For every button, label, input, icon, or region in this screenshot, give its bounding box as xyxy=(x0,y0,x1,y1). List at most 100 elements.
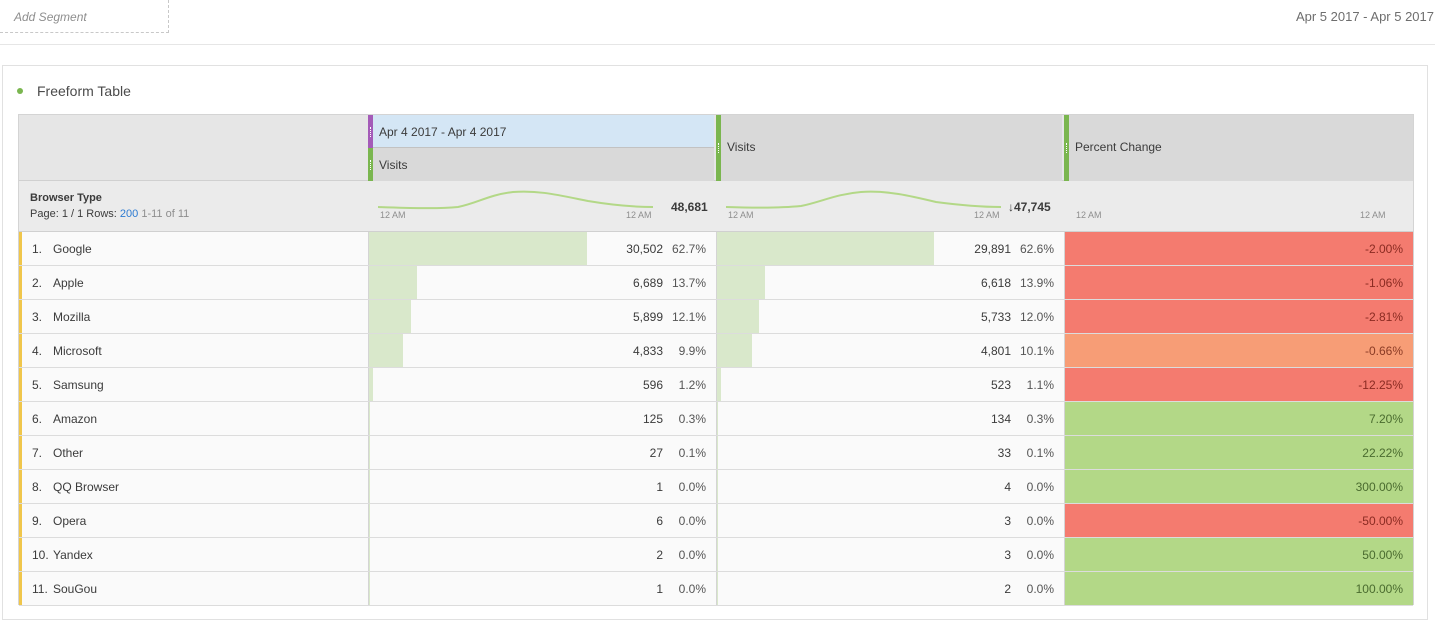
metric-cell-1[interactable]: 30,502 62.7% xyxy=(368,232,715,265)
metric-cell-2[interactable]: 5,733 12.0% xyxy=(716,300,1063,333)
dimension-item-name[interactable]: Other xyxy=(53,446,84,460)
metric-column-header-visits-1[interactable]: Visits xyxy=(368,148,714,181)
metric-cell-2[interactable]: 2 0.0% xyxy=(716,572,1063,605)
metric-percent-2: 0.0% xyxy=(1026,480,1054,494)
metric-cell-1[interactable]: 27 0.1% xyxy=(368,436,715,469)
dimension-item-name[interactable]: Google xyxy=(53,242,92,256)
dimension-item-cell[interactable]: 6. Amazon xyxy=(19,402,367,435)
metric1-drag-handle-icon[interactable] xyxy=(368,148,373,181)
percent-change-cell[interactable]: 22.22% xyxy=(1064,436,1413,469)
table-row[interactable]: 4. Microsoft 4,833 9.9% 4,801 10.1% -0.66% xyxy=(19,334,1413,368)
panel-date-range[interactable]: Apr 5 2017 - Apr 5 2017 xyxy=(1295,9,1434,24)
dimension-item-cell[interactable]: 4. Microsoft xyxy=(19,334,367,367)
percent-change-cell[interactable]: -0.66% xyxy=(1064,334,1413,367)
date-range-column-header[interactable]: Apr 4 2017 - Apr 4 2017 xyxy=(368,115,714,148)
metric-cell-2[interactable]: 6,618 13.9% xyxy=(716,266,1063,299)
metric-cell-2[interactable]: 4,801 10.1% xyxy=(716,334,1063,367)
percent-change-cell[interactable]: -1.06% xyxy=(1064,266,1413,299)
add-segment-label: Add Segment xyxy=(14,10,87,24)
metric-percent-1: 12.1% xyxy=(671,310,706,324)
dimension-item-name[interactable]: Samsung xyxy=(53,378,104,392)
percent-change-cell[interactable]: 300.00% xyxy=(1064,470,1413,503)
metric-bar-2 xyxy=(717,334,753,367)
row-index: 4. xyxy=(32,344,43,358)
percent-change-cell[interactable]: 50.00% xyxy=(1064,538,1413,571)
table-row[interactable]: 6. Amazon 125 0.3% 134 0.3% 7.20% xyxy=(19,402,1413,436)
metric-cell-1[interactable]: 1 0.0% xyxy=(368,470,715,503)
metric-cell-2[interactable]: 33 0.1% xyxy=(716,436,1063,469)
percent-change-cell[interactable]: -2.81% xyxy=(1064,300,1413,333)
metric-percent-2: 0.0% xyxy=(1026,582,1054,596)
summary-total-metric-2-value: 47,745 xyxy=(1014,200,1051,214)
metric-column-header-percent-change[interactable]: Percent Change xyxy=(1064,115,1413,181)
dimension-item-cell[interactable]: 11. SouGou xyxy=(19,572,367,605)
metric-value-2: 5,733 xyxy=(980,310,1011,324)
dimension-item-cell[interactable]: 5. Samsung xyxy=(19,368,367,401)
table-row[interactable]: 10. Yandex 2 0.0% 3 0.0% 50.00% xyxy=(19,538,1413,572)
dimension-item-cell[interactable]: 10. Yandex xyxy=(19,538,367,571)
table-row[interactable]: 5. Samsung 596 1.2% 523 1.1% -12.25% xyxy=(19,368,1413,402)
table-header: Apr 4 2017 - Apr 4 2017 Visits Visits Pe… xyxy=(19,115,1413,181)
percent-change-cell[interactable]: -12.25% xyxy=(1064,368,1413,401)
metric-cell-1[interactable]: 596 1.2% xyxy=(368,368,715,401)
date-range-drag-handle-icon[interactable] xyxy=(368,115,373,148)
metric-cell-2[interactable]: 4 0.0% xyxy=(716,470,1063,503)
dimension-item-name[interactable]: SouGou xyxy=(53,582,98,596)
percent-change-cell[interactable]: -50.00% xyxy=(1064,504,1413,537)
percent-change-cell[interactable]: 7.20% xyxy=(1064,402,1413,435)
dimension-item-name[interactable]: Microsoft xyxy=(53,344,102,358)
metric-cell-2[interactable]: 29,891 62.6% xyxy=(716,232,1063,265)
metric-percent-1: 1.2% xyxy=(678,378,706,392)
metric-cell-1[interactable]: 4,833 9.9% xyxy=(368,334,715,367)
dimension-item-cell[interactable]: 2. Apple xyxy=(19,266,367,299)
percent-change-cell[interactable]: 100.00% xyxy=(1064,572,1413,605)
table-row[interactable]: 3. Mozilla 5,899 12.1% 5,733 12.0% -2.81% xyxy=(19,300,1413,334)
freeform-table: Apr 4 2017 - Apr 4 2017 Visits Visits Pe… xyxy=(18,114,1414,606)
dimension-item-cell[interactable]: 1. Google xyxy=(19,232,367,265)
dimension-item-name[interactable]: Amazon xyxy=(53,412,98,426)
dimension-name[interactable]: Browser Type xyxy=(30,192,102,204)
metric-cell-2[interactable]: 134 0.3% xyxy=(716,402,1063,435)
row-index: 11. xyxy=(32,582,48,596)
dimension-item-cell[interactable]: 8. QQ Browser xyxy=(19,470,367,503)
metric3-drag-handle-icon[interactable] xyxy=(1064,115,1069,181)
metric-cell-1[interactable]: 1 0.0% xyxy=(368,572,715,605)
metric-cell-1[interactable]: 125 0.3% xyxy=(368,402,715,435)
table-row[interactable]: 8. QQ Browser 1 0.0% 4 0.0% 300.00% xyxy=(19,470,1413,504)
dimension-item-name[interactable]: Apple xyxy=(53,276,84,290)
table-row[interactable]: 11. SouGou 1 0.0% 2 0.0% 100.00% xyxy=(19,572,1413,606)
summary-total-metric-1: 48,681 xyxy=(671,200,708,214)
metric-cell-2[interactable]: 523 1.1% xyxy=(716,368,1063,401)
row-index: 8. xyxy=(32,480,43,494)
metric-column-header-visits-2[interactable]: Visits xyxy=(716,115,1062,181)
dimension-item-name[interactable]: Mozilla xyxy=(53,310,91,324)
dimension-item-cell[interactable]: 3. Mozilla xyxy=(19,300,367,333)
metric-bar-1 xyxy=(369,334,404,367)
metric-value-2: 3 xyxy=(1004,548,1011,562)
table-row[interactable]: 9. Opera 6 0.0% 3 0.0% -50.00% xyxy=(19,504,1413,538)
metric-cell-1[interactable]: 2 0.0% xyxy=(368,538,715,571)
table-row[interactable]: 2. Apple 6,689 13.7% 6,618 13.9% -1.06% xyxy=(19,266,1413,300)
metric-cell-2[interactable]: 3 0.0% xyxy=(716,538,1063,571)
metric-cell-1[interactable]: 6 0.0% xyxy=(368,504,715,537)
metric-cell-2[interactable]: 3 0.0% xyxy=(716,504,1063,537)
row-index: 2. xyxy=(32,276,43,290)
dimension-item-name[interactable]: Opera xyxy=(53,514,87,528)
metric-cell-1[interactable]: 6,689 13.7% xyxy=(368,266,715,299)
panel-title[interactable]: Freeform Table xyxy=(37,83,131,99)
dimension-item-cell[interactable]: 9. Opera xyxy=(19,504,367,537)
dimension-item-name[interactable]: Yandex xyxy=(53,548,93,562)
metric-cell-1[interactable]: 5,899 12.1% xyxy=(368,300,715,333)
summary-total-metric-2: ↓47,745 xyxy=(1008,200,1051,214)
rows-per-page-selector[interactable]: 200 xyxy=(119,208,139,220)
metric-value-2: 2 xyxy=(1004,582,1011,596)
percent-change-cell[interactable]: -2.00% xyxy=(1064,232,1413,265)
dimension-item-cell[interactable]: 7. Other xyxy=(19,436,367,469)
table-row[interactable]: 1. Google 30,502 62.7% 29,891 62.6% -2.00% xyxy=(19,232,1413,266)
metric2-drag-handle-icon[interactable] xyxy=(716,115,721,181)
add-segment-dropzone[interactable]: Add Segment xyxy=(0,0,169,33)
metric-value-1: 2 xyxy=(656,548,663,562)
dimension-item-name[interactable]: QQ Browser xyxy=(53,480,120,494)
table-row[interactable]: 7. Other 27 0.1% 33 0.1% 22.22% xyxy=(19,436,1413,470)
metric-value-1: 30,502 xyxy=(626,242,663,256)
